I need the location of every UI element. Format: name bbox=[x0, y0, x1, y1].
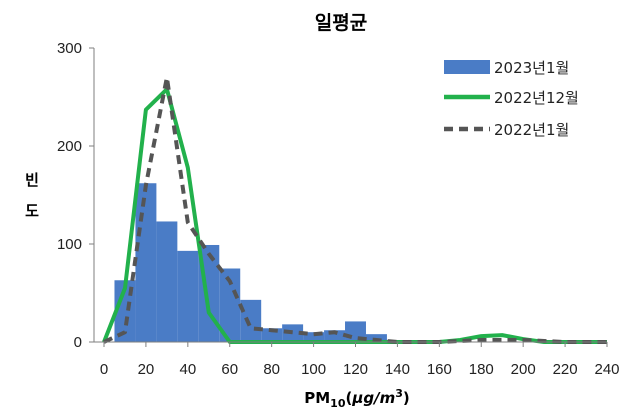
x-tick-label: 20 bbox=[138, 361, 155, 378]
x-tick-label: 100 bbox=[301, 361, 326, 378]
x-axis-label-open: ( bbox=[345, 389, 352, 407]
legend-label-histogram: 2023년1월 bbox=[494, 59, 569, 77]
y-tick-label: 100 bbox=[57, 236, 82, 253]
legend-label-series-2: 2022년1월 bbox=[494, 121, 569, 139]
y-tick-label: 0 bbox=[74, 334, 82, 351]
legend: 2023년1월 2022년12월 2022년1월 bbox=[444, 59, 579, 139]
x-axis-label-superscript: 3 bbox=[395, 387, 403, 400]
histogram-bar bbox=[177, 250, 199, 342]
x-axis-label-unit: μg/m bbox=[351, 389, 395, 407]
histogram-bar bbox=[219, 268, 241, 342]
x-tick-label: 160 bbox=[427, 361, 452, 378]
x-tick-label: 60 bbox=[221, 361, 238, 378]
y-axis-label-char-2: 도 bbox=[25, 202, 39, 220]
y-axis-ticks: 0 100 200 300 bbox=[57, 40, 94, 351]
x-axis-label-close: ) bbox=[403, 389, 410, 407]
chart-title: 일평균 bbox=[315, 12, 367, 34]
histogram-bar bbox=[156, 221, 178, 342]
x-tick-label: 140 bbox=[385, 361, 410, 378]
x-tick-label: 200 bbox=[511, 361, 536, 378]
x-tick-label: 220 bbox=[553, 361, 578, 378]
x-tick-label: 240 bbox=[594, 361, 619, 378]
x-axis-label: PM10(μg/m3) bbox=[304, 387, 410, 410]
x-axis-ticks: 0 20 40 60 80 100 120 140 160 180 200 220 240 bbox=[100, 342, 620, 378]
histogram-bar bbox=[282, 324, 304, 342]
histogram-bar bbox=[324, 330, 346, 342]
x-tick-label: 180 bbox=[469, 361, 494, 378]
histogram-bar bbox=[240, 299, 262, 342]
x-tick-label: 0 bbox=[100, 361, 108, 378]
y-axis-label: 빈 도 bbox=[25, 171, 39, 220]
x-axis-label-subscript: 10 bbox=[330, 397, 346, 410]
series-line-2 bbox=[103, 75, 607, 344]
legend-label-series-1: 2022년12월 bbox=[494, 89, 579, 107]
y-tick-label: 300 bbox=[57, 40, 82, 57]
x-tick-label: 40 bbox=[179, 361, 196, 378]
histogram-bars bbox=[114, 183, 387, 342]
y-axis-label-char-1: 빈 bbox=[25, 171, 39, 189]
x-axis-label-main: PM bbox=[304, 389, 330, 407]
x-tick-label: 120 bbox=[343, 361, 368, 378]
histogram-bar bbox=[303, 332, 325, 342]
legend-swatch-histogram bbox=[444, 60, 490, 74]
x-tick-label: 80 bbox=[263, 361, 280, 378]
histogram-bar bbox=[135, 183, 157, 342]
y-tick-label: 200 bbox=[57, 138, 82, 155]
